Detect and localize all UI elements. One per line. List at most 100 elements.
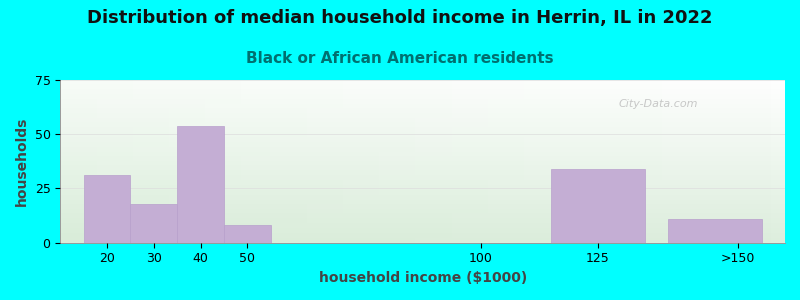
Bar (249, 80, 256, 243)
Bar (60, 132, 785, 133)
Bar (60, 114, 785, 115)
Bar (60, 163, 785, 164)
Bar (224, 225, 270, 243)
Bar (60, 127, 785, 128)
Bar (60, 155, 785, 156)
Bar (640, 80, 647, 243)
Bar (60, 172, 785, 173)
Bar (60, 116, 785, 117)
Bar (126, 80, 133, 243)
Bar (60, 91, 785, 92)
Bar (401, 80, 408, 243)
Bar (177, 126, 224, 243)
Bar (372, 80, 379, 243)
Bar (60, 98, 785, 99)
Bar (60, 235, 785, 236)
Bar (263, 80, 270, 243)
Bar (227, 80, 234, 243)
Bar (60, 208, 785, 209)
Bar (60, 192, 785, 193)
Bar (60, 121, 785, 122)
Bar (611, 80, 618, 243)
Bar (60, 125, 785, 126)
Bar (60, 189, 785, 190)
Bar (242, 80, 249, 243)
Bar (756, 80, 763, 243)
Bar (60, 160, 785, 161)
Bar (213, 80, 220, 243)
Bar (60, 123, 785, 124)
Bar (60, 80, 785, 81)
Bar (60, 220, 785, 221)
Bar (118, 80, 126, 243)
Bar (60, 229, 785, 230)
Bar (60, 180, 785, 181)
Bar (60, 175, 785, 176)
Bar (60, 227, 785, 228)
Bar (713, 80, 720, 243)
Bar (60, 168, 785, 169)
X-axis label: household income ($1000): household income ($1000) (318, 271, 526, 285)
Bar (60, 237, 785, 238)
Bar (84, 176, 130, 243)
Bar (60, 119, 785, 120)
Bar (502, 80, 510, 243)
Bar (60, 170, 785, 171)
Bar (60, 87, 785, 88)
Bar (386, 80, 394, 243)
Bar (183, 80, 190, 243)
Text: Black or African American residents: Black or African American residents (246, 51, 554, 66)
Bar (60, 112, 785, 113)
Bar (770, 80, 778, 243)
Bar (60, 102, 785, 103)
Bar (60, 239, 785, 240)
Text: Distribution of median household income in Herrin, IL in 2022: Distribution of median household income … (87, 9, 713, 27)
Bar (60, 203, 785, 204)
Y-axis label: households: households (15, 117, 29, 206)
Bar (60, 215, 785, 216)
Bar (60, 143, 785, 144)
Bar (60, 197, 785, 198)
Bar (60, 195, 785, 196)
Bar (60, 81, 785, 82)
Bar (60, 100, 785, 101)
Bar (60, 162, 785, 163)
Bar (690, 80, 698, 243)
Bar (60, 104, 785, 105)
Bar (60, 99, 785, 100)
Bar (60, 216, 785, 217)
Bar (133, 80, 140, 243)
Bar (270, 80, 278, 243)
Bar (60, 218, 785, 219)
Bar (604, 80, 611, 243)
Bar (60, 182, 785, 183)
Bar (60, 193, 785, 194)
Bar (60, 138, 785, 139)
Bar (299, 80, 306, 243)
Bar (60, 109, 785, 110)
Bar (60, 134, 785, 135)
Bar (314, 80, 321, 243)
Bar (742, 80, 749, 243)
Bar (358, 80, 365, 243)
Bar (306, 80, 314, 243)
Bar (60, 117, 785, 118)
Bar (60, 225, 785, 226)
Bar (60, 137, 785, 138)
Bar (285, 80, 292, 243)
Bar (60, 82, 785, 83)
Bar (444, 80, 452, 243)
Bar (60, 213, 785, 214)
Bar (198, 80, 206, 243)
Bar (60, 183, 785, 184)
Bar (654, 80, 662, 243)
Bar (60, 135, 785, 136)
Bar (60, 231, 785, 232)
Bar (60, 86, 785, 87)
Bar (60, 103, 785, 104)
Bar (60, 234, 785, 235)
Bar (60, 115, 785, 116)
Bar (74, 80, 82, 243)
Bar (90, 80, 97, 243)
Bar (60, 207, 785, 208)
